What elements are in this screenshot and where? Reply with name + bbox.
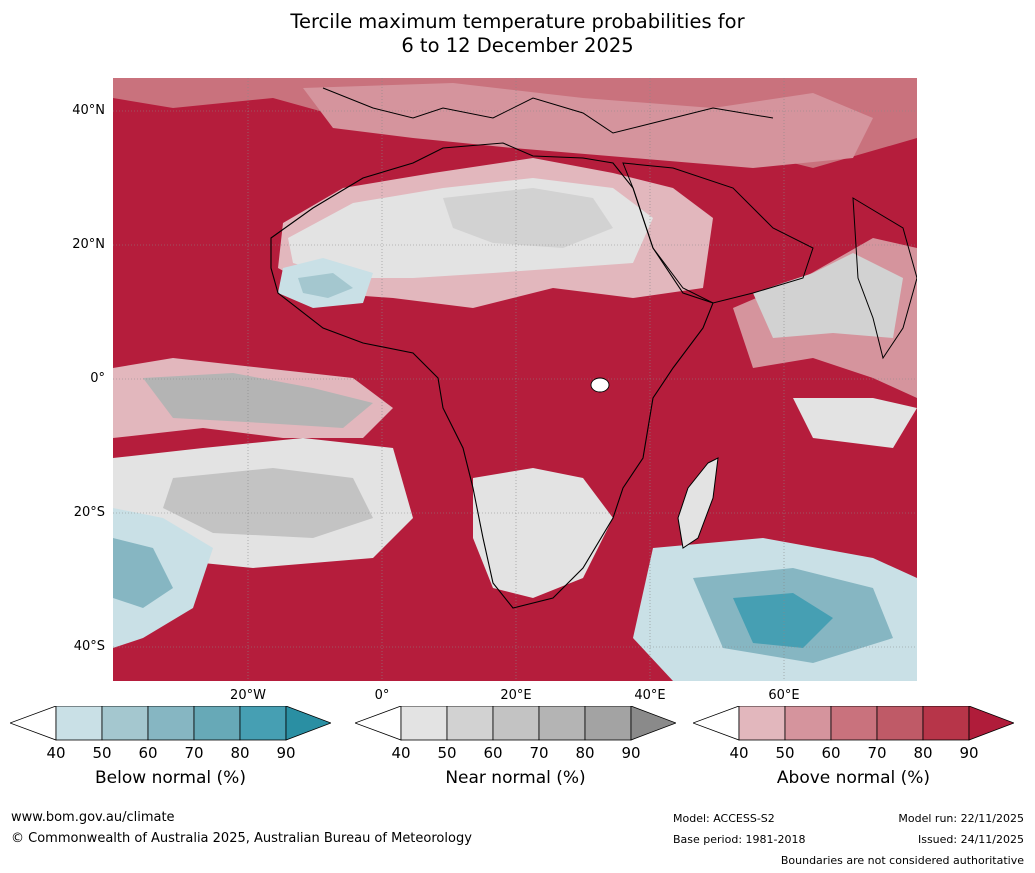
cbar-near-tick-60: 60 <box>483 744 503 762</box>
cbar-below-70 <box>147 705 195 741</box>
footer-model-run: Model run: 22/11/2025 <box>898 812 1024 825</box>
cbar-below-60 <box>101 705 149 741</box>
footer-website: www.bom.gov.au/climate <box>11 810 175 825</box>
title-line-2: 6 to 12 December 2025 <box>401 34 634 57</box>
cbar-below-50 <box>55 705 103 741</box>
cbar-above-70 <box>830 705 878 741</box>
footer-model: Model: ACCESS-S2 <box>673 812 775 825</box>
europe-coastline <box>322 87 774 134</box>
map-canvas <box>113 78 917 681</box>
southern-ocean-blue-strong <box>733 593 833 648</box>
africa-coastline <box>270 142 714 609</box>
cbar-above-60 <box>784 705 832 741</box>
probability-map <box>113 78 917 681</box>
cbar-above-low-arrow <box>691 705 740 741</box>
lon-label-20e: 20°E <box>500 688 532 703</box>
cbar-above-50 <box>738 705 786 741</box>
southern-africa-grey <box>473 468 613 598</box>
graticule <box>113 78 917 681</box>
cbar-near-50 <box>400 705 448 741</box>
cbar-below-tick-40: 40 <box>46 744 66 762</box>
cbar-above-label: Above normal (%) <box>776 768 931 788</box>
cbar-below-high-arrow <box>285 705 333 741</box>
lat-label-20s: 20°S <box>73 505 105 520</box>
cbar-near-high-arrow <box>630 705 678 741</box>
colorbar-near-normal: 40 50 60 70 80 90 Near normal (%) <box>353 705 678 796</box>
cbar-above-tick-60: 60 <box>821 744 841 762</box>
lat-label-0: 0° <box>90 371 105 386</box>
lat-label-40n: 40°N <box>72 103 105 118</box>
footer-disclaimer: Boundaries are not considered authoritat… <box>780 854 1024 867</box>
cbar-near-70 <box>492 705 540 741</box>
indian-ocean-grey <box>793 398 917 448</box>
cbar-near-tick-40: 40 <box>391 744 411 762</box>
cbar-above-high-arrow <box>968 705 1016 741</box>
colorbar-below-normal: 40 50 60 70 80 90 Below normal (%) <box>8 705 333 796</box>
mediterranean-zone <box>303 83 873 168</box>
lon-label-0: 0° <box>374 688 390 703</box>
lake-victoria <box>590 377 610 393</box>
cbar-below-tick-90: 90 <box>276 744 296 762</box>
sahara-grey <box>443 188 613 248</box>
lon-label-40e: 40°E <box>634 688 666 703</box>
arabian-sea-grey <box>753 253 903 338</box>
west-africa-below-strong <box>298 273 353 298</box>
cbar-above-tick-40: 40 <box>729 744 749 762</box>
lat-label-20n: 20°N <box>72 237 105 252</box>
cbar-near-tick-70: 70 <box>529 744 549 762</box>
footer-base-period: Base period: 1981-2018 <box>673 833 806 846</box>
lat-label-40s: 40°S <box>73 639 105 654</box>
cbar-near-60 <box>446 705 494 741</box>
cbar-below-tick-70: 70 <box>184 744 204 762</box>
cbar-near-label: Near normal (%) <box>445 768 586 788</box>
cbar-below-90 <box>239 705 287 741</box>
cbar-above-90 <box>922 705 970 741</box>
cbar-near-tick-80: 80 <box>575 744 595 762</box>
colorbar-below-swatches <box>8 705 333 741</box>
cbar-below-low-arrow <box>8 705 57 741</box>
lon-label-60e: 60°E <box>768 688 800 703</box>
south-atlantic-darkgrey <box>163 468 373 538</box>
cbar-above-tick-50: 50 <box>775 744 795 762</box>
colorbar-above-normal: 40 50 60 70 80 90 Above normal (%) <box>691 705 1016 796</box>
cbar-above-tick-80: 80 <box>913 744 933 762</box>
cbar-near-low-arrow <box>353 705 402 741</box>
cbar-near-tick-90: 90 <box>621 744 641 762</box>
cbar-above-tick-90: 90 <box>959 744 979 762</box>
cbar-below-tick-60: 60 <box>138 744 158 762</box>
india-coastline <box>852 197 917 360</box>
lon-label-20w: 20°W <box>230 688 266 703</box>
cbar-above-80 <box>876 705 924 741</box>
southwest-blue-strong <box>113 538 173 608</box>
cbar-near-80 <box>538 705 586 741</box>
colorbar-near-swatches <box>353 705 678 741</box>
footer-issued: Issued: 24/11/2025 <box>917 833 1024 846</box>
title-line-1: Tercile maximum temperature probabilitie… <box>290 10 745 33</box>
cbar-below-tick-80: 80 <box>230 744 250 762</box>
cbar-near-90 <box>584 705 632 741</box>
arabia-coastline <box>622 162 814 304</box>
cbar-near-tick-50: 50 <box>437 744 457 762</box>
madagascar <box>677 457 719 549</box>
footer-copyright: © Commonwealth of Australia 2025, Austra… <box>11 831 472 846</box>
cbar-below-label: Below normal (%) <box>95 768 246 788</box>
atlantic-grey <box>143 373 373 428</box>
cbar-above-tick-70: 70 <box>867 744 887 762</box>
map-title: Tercile maximum temperature probabilitie… <box>0 10 1035 58</box>
colorbar-above-swatches <box>691 705 1016 741</box>
cbar-below-80 <box>193 705 241 741</box>
cbar-below-tick-50: 50 <box>92 744 112 762</box>
